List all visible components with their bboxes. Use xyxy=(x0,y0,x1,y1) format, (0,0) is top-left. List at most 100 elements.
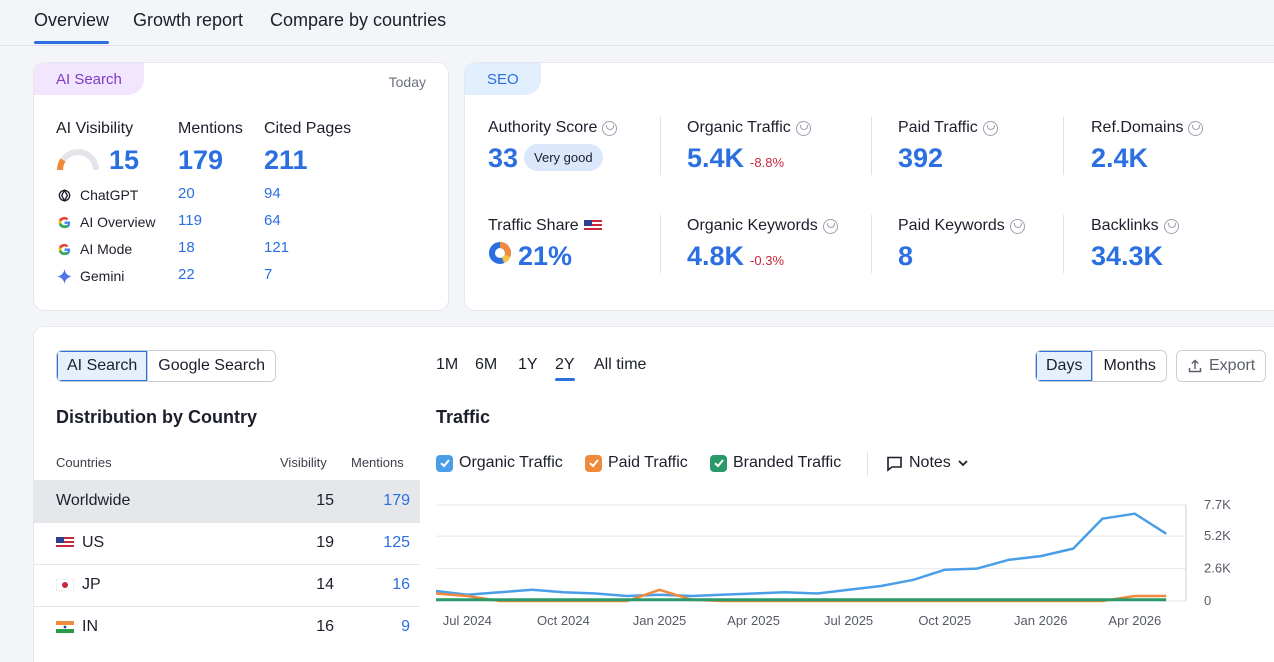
info-icon[interactable] xyxy=(602,120,618,136)
y-tick-label: 5.2K xyxy=(1204,528,1231,543)
ai-row-mentions: 22 xyxy=(178,266,195,283)
legend-branded-traffic[interactable]: Branded Traffic xyxy=(710,454,841,472)
authority-score-metric[interactable]: Authority Score 33 Very good xyxy=(488,119,618,176)
range-1m-button[interactable]: 1M xyxy=(436,356,459,373)
paid-traffic-metric[interactable]: Paid Traffic 392 xyxy=(898,119,998,174)
info-icon[interactable] xyxy=(1188,120,1204,136)
country-name: JP xyxy=(82,576,101,593)
legend-label: Paid Traffic xyxy=(608,454,688,471)
tab-growth-report[interactable]: Growth report xyxy=(133,10,244,30)
japan-flag-icon xyxy=(56,579,74,591)
checkbox-icon[interactable] xyxy=(436,454,453,472)
organic-traffic-metric[interactable]: Organic Traffic 5.4K -8.8% xyxy=(687,119,811,174)
divider xyxy=(871,117,872,175)
ai-row-gemini[interactable]: Gemini xyxy=(56,266,124,286)
organic-traffic-value: 5.4K xyxy=(687,143,745,173)
divider xyxy=(871,215,872,273)
india-flag-icon xyxy=(56,621,74,633)
country-name: Worldwide xyxy=(56,492,131,509)
traffic-chart[interactable]: 7.7K 5.2K 2.6K 0 Jul 2024 Oct 2024 Jan 2025 Apr… xyxy=(436,497,1246,637)
paid-traffic-label: Paid Traffic xyxy=(898,119,978,136)
country-mentions[interactable]: 9 xyxy=(401,618,410,635)
table-row[interactable]: IN 16 9 xyxy=(34,606,420,648)
table-row[interactable]: US 19 125 xyxy=(34,522,420,564)
range-2y-button[interactable]: 2Y xyxy=(555,356,575,381)
authority-score-label: Authority Score xyxy=(488,119,598,136)
ai-row-label: AI Overview xyxy=(80,214,156,230)
notes-dropdown[interactable]: Notes xyxy=(886,454,969,472)
search-type-toggle: AI Search Google Search xyxy=(56,350,276,382)
legend-paid-traffic[interactable]: Paid Traffic xyxy=(585,454,688,472)
info-icon[interactable] xyxy=(1163,218,1179,234)
distribution-title: Distribution by Country xyxy=(56,407,257,427)
ai-row-mentions: 119 xyxy=(178,212,202,229)
authority-score-value: 33 xyxy=(488,143,519,173)
notes-icon xyxy=(887,456,902,472)
days-button[interactable]: Days xyxy=(1036,351,1093,381)
gemini-icon xyxy=(56,268,72,284)
chevron-down-icon xyxy=(958,460,968,467)
traffic-share-metric[interactable]: Traffic Share 21% xyxy=(488,217,602,272)
google-search-toggle-button[interactable]: Google Search xyxy=(147,351,275,381)
organic-keywords-change: -0.3% xyxy=(750,253,785,268)
export-button[interactable]: Export xyxy=(1176,350,1267,382)
paid-keywords-metric[interactable]: Paid Keywords 8 xyxy=(898,217,1025,272)
checkbox-icon[interactable] xyxy=(710,454,727,472)
ai-row-chatgpt[interactable]: ChatGPT xyxy=(56,185,138,205)
tab-compare-by-countries[interactable]: Compare by countries xyxy=(270,10,447,30)
chatgpt-icon xyxy=(56,187,72,203)
country-visibility: 14 xyxy=(316,576,334,593)
country-mentions[interactable]: 16 xyxy=(392,576,410,593)
country-mentions[interactable]: 179 xyxy=(383,492,410,509)
x-tick-label: Jul 2024 xyxy=(443,613,492,628)
ai-row-ai-mode[interactable]: AI Mode xyxy=(56,239,132,259)
info-icon[interactable] xyxy=(982,120,998,136)
range-1y-button[interactable]: 1Y xyxy=(518,356,538,373)
country-visibility: 15 xyxy=(316,492,334,509)
divider xyxy=(867,452,868,476)
x-tick-label: Oct 2024 xyxy=(537,613,590,628)
info-icon[interactable] xyxy=(795,120,811,136)
legend-organic-traffic[interactable]: Organic Traffic xyxy=(436,454,563,472)
visibility-gauge-icon xyxy=(56,149,99,171)
x-tick-label: Oct 2025 xyxy=(918,613,971,628)
info-icon[interactable] xyxy=(822,218,838,234)
organic-keywords-value: 4.8K xyxy=(687,241,745,271)
months-button[interactable]: Months xyxy=(1092,351,1166,381)
cited-pages-value: 211 xyxy=(264,145,308,175)
ai-row-label: Gemini xyxy=(80,268,125,284)
divider xyxy=(660,117,661,175)
traffic-share-label: Traffic Share xyxy=(488,217,579,234)
ai-row-cited: 94 xyxy=(264,185,281,202)
google-icon xyxy=(56,214,72,230)
x-tick-label: Apr 2025 xyxy=(727,613,780,628)
ai-row-ai-overview[interactable]: AI Overview xyxy=(56,212,155,232)
ai-visibility-value: 15 xyxy=(109,145,140,175)
info-icon[interactable] xyxy=(1009,218,1025,234)
ai-row-cited: 7 xyxy=(264,266,273,283)
table-row[interactable]: JP 14 16 xyxy=(34,564,420,606)
ai-row-cited: 121 xyxy=(264,239,290,256)
table-row[interactable]: Worldwide 15 179 xyxy=(34,480,420,522)
range-all-time-button[interactable]: All time xyxy=(594,356,647,373)
tab-overview[interactable]: Overview xyxy=(34,10,110,44)
country-mentions[interactable]: 125 xyxy=(383,534,410,551)
organic-keywords-metric[interactable]: Organic Keywords 4.8K -0.3% xyxy=(687,217,838,272)
range-6m-button[interactable]: 6M xyxy=(475,356,498,373)
distribution-traffic-card: AI Search Google Search Distribution by … xyxy=(34,327,1274,662)
ref-domains-metric[interactable]: Ref.Domains 2.4K xyxy=(1091,119,1204,174)
mentions-header: Mentions xyxy=(178,120,243,137)
ai-row-mentions: 20 xyxy=(178,185,195,202)
authority-badge: Very good xyxy=(524,144,603,171)
visibility-column-header[interactable]: Visibility xyxy=(280,455,327,470)
mentions-column-header[interactable]: Mentions xyxy=(351,455,404,470)
us-flag-icon xyxy=(583,220,602,232)
backlinks-metric[interactable]: Backlinks 34.3K xyxy=(1091,217,1179,272)
country-visibility: 16 xyxy=(316,618,334,635)
x-tick-label: Jan 2025 xyxy=(633,613,687,628)
ai-row-cited: 64 xyxy=(264,212,281,229)
checkbox-icon[interactable] xyxy=(585,454,602,472)
country-name: IN xyxy=(82,618,98,635)
ai-search-toggle-button[interactable]: AI Search xyxy=(57,351,148,381)
divider xyxy=(1063,215,1064,273)
